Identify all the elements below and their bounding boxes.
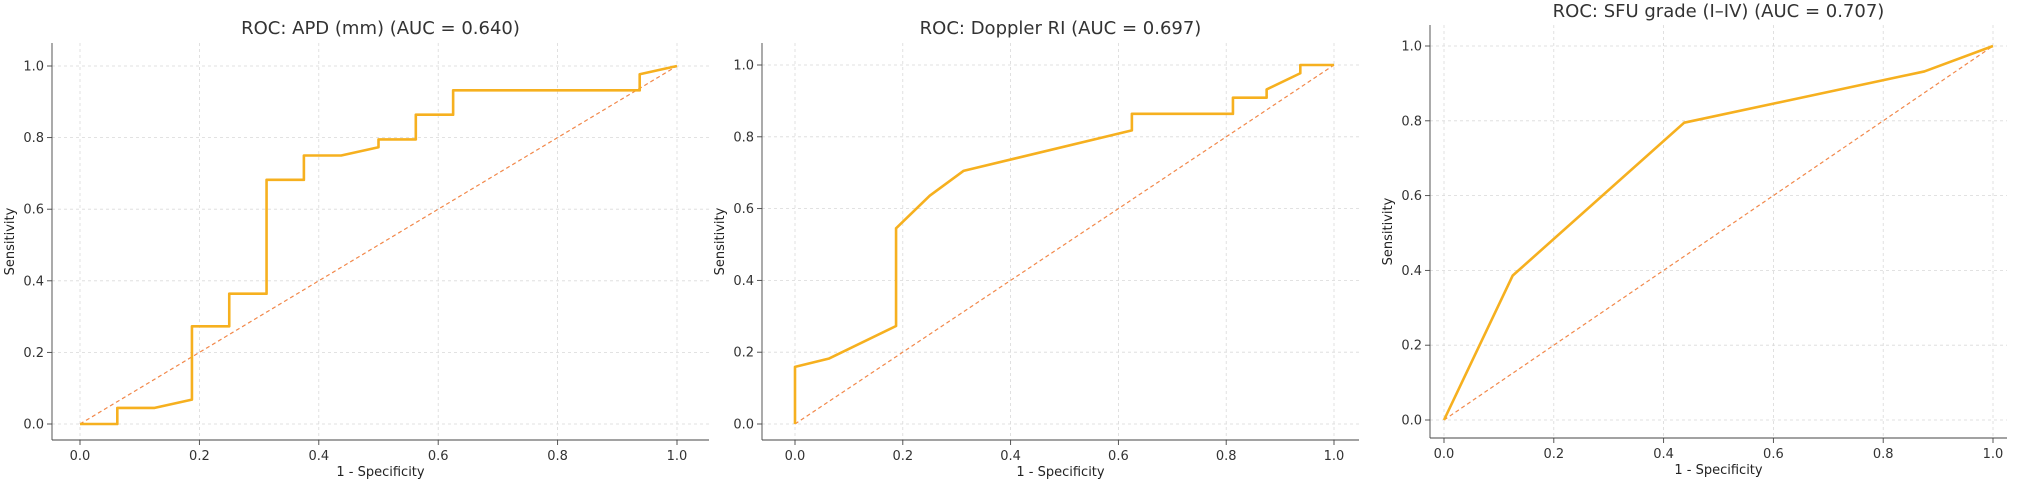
- y-tick-label: 1.0: [733, 59, 754, 74]
- y-tick-label: 1.0: [23, 60, 44, 75]
- y-tick-label: 0.4: [23, 274, 44, 289]
- roc-curve-line: [793, 63, 1334, 424]
- x-tick-label: 0.0: [785, 449, 806, 464]
- x-tick-label: 0.8: [547, 449, 568, 464]
- roc-chart-3: 0.0 0.2 0.4 0.6 0.8 1.0 0.0 0.2 0.4 0.6 0.8 1.0 ROC:…: [1381, 1, 2007, 478]
- chart-title: ROC: Doppler RI (AUC = 0.697): [920, 18, 1202, 39]
- chance-diagonal-line: [794, 64, 1335, 425]
- chance-diagonal-line: [1443, 45, 1994, 421]
- x-tick-label: 0.2: [1543, 447, 1564, 462]
- y-tick-label: 0.0: [733, 418, 754, 433]
- x-tick-label: 0.4: [1653, 447, 1674, 462]
- roc-curve-line: [1442, 44, 1994, 421]
- x-tick-label: 0.2: [892, 449, 913, 464]
- x-tick-label: 0.0: [1434, 447, 1455, 462]
- y-tick-label: 0.0: [1401, 414, 1422, 429]
- y-tick-label: 0.6: [733, 202, 754, 217]
- chance-diagonal-line: [79, 65, 678, 425]
- x-tick-label: 0.8: [1216, 449, 1237, 464]
- y-tick-label: 0.2: [1401, 339, 1422, 354]
- x-tick-label: 1.0: [1983, 447, 2004, 462]
- y-axis-label: Sensitivity: [713, 207, 728, 275]
- x-tick-label: 0.4: [308, 449, 329, 464]
- y-tick-label: 0.8: [1401, 114, 1422, 129]
- x-tick-label: 0.0: [70, 449, 91, 464]
- y-tick-label: 1.0: [1401, 40, 1422, 55]
- x-tick-label: 1.0: [667, 449, 688, 464]
- x-tick-label: 0.6: [428, 449, 449, 464]
- x-tick-label: 0.2: [189, 449, 210, 464]
- chart-title: ROC: SFU grade (I–IV) (AUC = 0.707): [1553, 1, 1885, 22]
- x-tick-label: 0.6: [1763, 447, 1784, 462]
- x-axis-label: 1 - Specificity: [1674, 463, 1763, 478]
- roc-curve-line: [80, 64, 678, 426]
- y-tick-label: 0.4: [1401, 264, 1422, 279]
- y-tick-label: 0.0: [23, 418, 44, 433]
- y-tick-label: 0.2: [733, 346, 754, 361]
- x-axis-label: 1 - Specificity: [336, 465, 425, 480]
- y-tick-label: 0.6: [23, 203, 44, 218]
- y-tick-label: 0.4: [733, 274, 754, 289]
- x-tick-label: 0.6: [1108, 449, 1129, 464]
- x-tick-label: 0.8: [1873, 447, 1894, 462]
- x-axis-label: 1 - Specificity: [1016, 465, 1105, 480]
- chart-title: ROC: APD (mm) (AUC = 0.640): [241, 18, 520, 39]
- roc-chart-1: 0.0 0.2 0.4 0.6 0.8 1.0 0.0 0.2 0.4 0.6 0.8 1.0 ROC:…: [3, 18, 709, 480]
- y-tick-label: 0.6: [1401, 189, 1422, 204]
- x-tick-label: 0.4: [1000, 449, 1021, 464]
- y-axis-label: Sensitivity: [1381, 197, 1396, 265]
- y-tick-label: 0.8: [733, 130, 754, 145]
- y-tick-label: 0.2: [23, 346, 44, 361]
- roc-chart-2: 0.0 0.2 0.4 0.6 0.8 1.0 0.0 0.2 0.4 0.6 0.8 1.0 ROC:…: [713, 18, 1359, 480]
- y-axis-label: Sensitivity: [3, 207, 18, 275]
- x-tick-label: 1.0: [1324, 449, 1345, 464]
- y-tick-label: 0.8: [23, 131, 44, 146]
